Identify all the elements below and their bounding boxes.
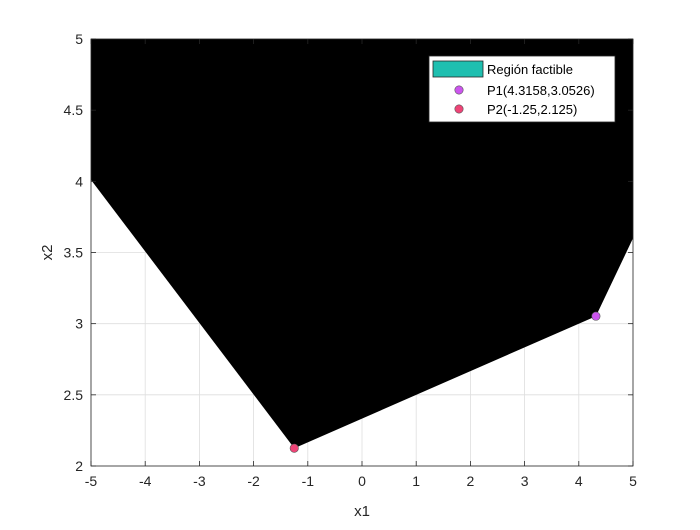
x-tick-label: 0: [358, 473, 366, 489]
legend-marker-p1: [454, 85, 464, 95]
y-tick-label: 4.5: [64, 102, 84, 118]
legend-swatch-region: [432, 60, 484, 78]
legend-label-region: Región factible: [487, 62, 573, 77]
x-tick-label: -2: [247, 473, 260, 489]
x-tick-label: 5: [629, 473, 637, 489]
x-tick-label: 1: [412, 473, 420, 489]
x-axis-ticks: -5 -4 -3 -2 -1 0 1 2 3 4 5: [85, 39, 637, 489]
legend-label-p2: P2(-1.25,2.125): [487, 102, 577, 117]
y-tick-label: 2: [75, 458, 83, 474]
x-tick-label: 4: [575, 473, 583, 489]
y-tick-label: 2.5: [64, 387, 84, 403]
points-layer: [289, 311, 601, 453]
legend-label-p1: P1(4.3158,3.0526): [487, 83, 595, 98]
y-axis-label: x2: [39, 245, 56, 261]
y-axis-ticks: 2 2.5 3 3.5 4 4.5 5: [64, 31, 633, 474]
feasible-region: [91, 39, 633, 449]
x-tick-label: -1: [302, 473, 315, 489]
y-tick-label: 3.5: [64, 245, 84, 261]
y-tick-label: 5: [75, 31, 83, 47]
x-tick-label: -4: [139, 473, 152, 489]
x-axis-label: x1: [354, 503, 370, 520]
y-tick-label: 3: [75, 316, 83, 332]
x-tick-label: -3: [193, 473, 206, 489]
x-tick-label: 3: [521, 473, 529, 489]
point-p1: [591, 311, 601, 321]
y-tick-label: 4: [75, 173, 83, 189]
x-tick-label: -5: [85, 473, 98, 489]
x-tick-label: 2: [467, 473, 475, 489]
point-p2: [289, 443, 299, 453]
region-layer: [91, 39, 633, 449]
legend: Región factible P1(4.3158,3.0526) P2(-1.25…: [428, 55, 616, 123]
legend-marker-p2: [454, 104, 464, 114]
